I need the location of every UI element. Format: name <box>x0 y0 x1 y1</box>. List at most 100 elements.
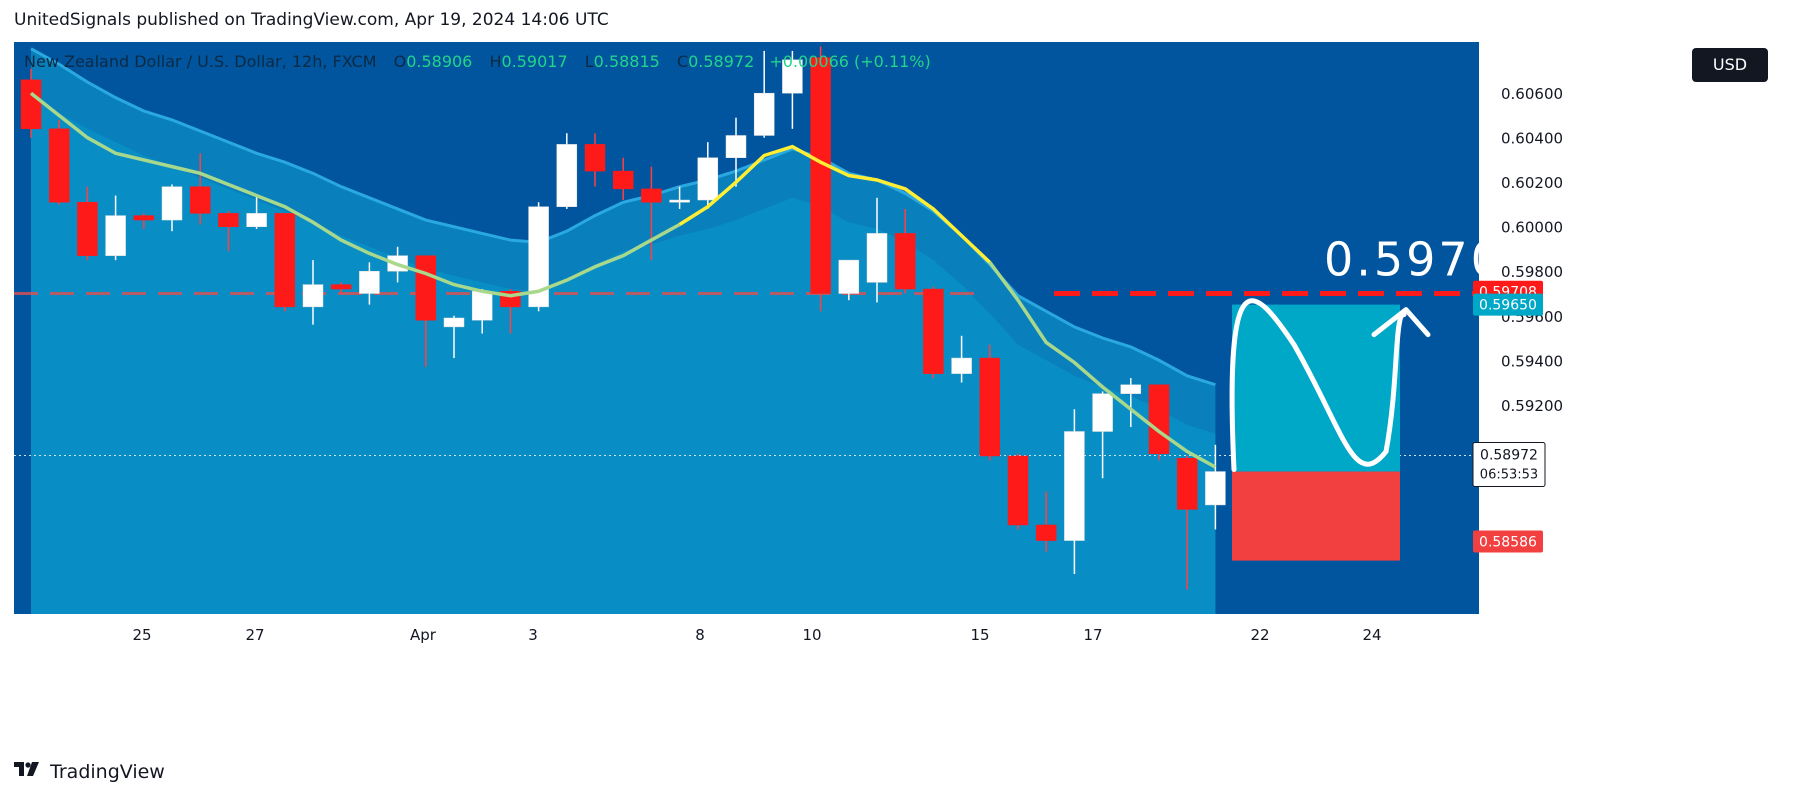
candle-body <box>753 92 775 136</box>
candle[interactable] <box>1035 491 1057 552</box>
candle[interactable] <box>556 133 578 209</box>
price-tag[interactable]: 0.58586 <box>1473 530 1543 553</box>
candle[interactable] <box>894 208 916 294</box>
candle[interactable] <box>77 186 98 261</box>
x-tick-label: 27 <box>245 626 264 644</box>
candle-body <box>189 186 211 214</box>
candle-body <box>77 201 98 256</box>
footer: TradingView <box>14 760 165 788</box>
candle-body <box>641 188 662 203</box>
candle[interactable] <box>641 166 662 261</box>
candle-body <box>838 259 860 294</box>
x-tick-label: 17 <box>1083 626 1102 644</box>
candle-body <box>1035 524 1057 541</box>
candle-body <box>218 213 239 227</box>
x-tick-label: 22 <box>1250 626 1269 644</box>
candle[interactable] <box>246 195 267 229</box>
candle[interactable] <box>838 259 860 301</box>
candle-body <box>894 233 916 290</box>
candle[interactable] <box>1092 391 1113 479</box>
chart-legend: New Zealand Dollar / U.S. Dollar, 12h, F… <box>24 52 931 71</box>
price-tag-text: 0.58586 <box>1479 534 1537 550</box>
candle-body <box>669 199 690 203</box>
y-tick-label: 0.60000 <box>1501 219 1563 237</box>
x-tick-label: 10 <box>802 626 821 644</box>
moving-average-line <box>29 91 681 298</box>
candle-body <box>697 157 719 201</box>
candle[interactable] <box>782 50 803 129</box>
candle[interactable] <box>951 335 972 383</box>
candle[interactable] <box>612 157 634 201</box>
stop-loss-zone[interactable] <box>1232 471 1400 561</box>
x-tick-label: 8 <box>695 626 705 644</box>
candle[interactable] <box>359 262 380 305</box>
candle-body <box>471 291 493 321</box>
candle-body <box>359 270 380 294</box>
chart-area[interactable]: 0.5970 0.60600 0.60400 0.60200 0.60000 0.598… <box>14 42 1780 744</box>
candle[interactable] <box>161 184 183 232</box>
candle-body <box>415 255 437 321</box>
candle-body <box>20 79 42 130</box>
candle[interactable] <box>218 211 239 252</box>
tradingview-brand[interactable]: TradingView <box>50 760 165 783</box>
candle[interactable] <box>923 286 944 379</box>
candle[interactable] <box>669 186 690 209</box>
candle[interactable] <box>1120 378 1142 428</box>
x-tick-label: 3 <box>528 626 538 644</box>
candle-body <box>923 288 944 374</box>
candle[interactable] <box>330 282 352 294</box>
x-tick-label: 25 <box>132 626 151 644</box>
candle[interactable] <box>20 68 42 138</box>
candle[interactable] <box>133 213 155 229</box>
candle[interactable] <box>1148 384 1170 461</box>
candle-body <box>556 144 578 207</box>
price-axis-panel[interactable] <box>1479 42 1780 744</box>
projection-curve <box>1229 298 1407 473</box>
price-tag-text: 0.59650 <box>1479 298 1537 314</box>
candle[interactable] <box>979 344 1001 461</box>
moving-average-line-highlight <box>678 144 992 264</box>
candle[interactable] <box>810 46 831 312</box>
candle-body <box>1120 384 1142 394</box>
candle[interactable] <box>528 202 549 312</box>
candle[interactable] <box>105 195 126 261</box>
candle[interactable] <box>1176 455 1198 590</box>
candle-body <box>866 233 888 283</box>
close-value: 0.58972 <box>688 52 755 71</box>
current-price-text: 0.58972 <box>1480 448 1538 464</box>
low-value: 0.58815 <box>593 52 660 71</box>
candle-body <box>133 215 155 221</box>
time-axis-panel[interactable] <box>14 614 1479 744</box>
candle-body <box>246 213 267 227</box>
candle-body <box>302 284 324 308</box>
candle[interactable] <box>302 260 324 325</box>
candle[interactable] <box>697 142 719 209</box>
candle[interactable] <box>48 119 70 205</box>
candle[interactable] <box>725 117 747 187</box>
tradingview-logo-icon[interactable] <box>14 760 40 783</box>
high-value: 0.59017 <box>501 52 568 71</box>
candle-body <box>1176 457 1198 510</box>
candle[interactable] <box>443 315 465 359</box>
candle-body <box>612 170 634 190</box>
candle[interactable] <box>866 197 888 303</box>
candle[interactable] <box>1007 453 1029 530</box>
candle[interactable] <box>584 133 606 187</box>
open-label: O <box>393 52 407 71</box>
symbol-title[interactable]: New Zealand Dollar / U.S. Dollar, 12h, F… <box>24 52 377 71</box>
candle-body <box>1205 471 1226 506</box>
candle[interactable] <box>753 50 775 138</box>
bar-countdown-text: 06:53:53 <box>1480 468 1538 483</box>
candle[interactable] <box>1064 409 1085 574</box>
price-tag[interactable]: 0.59650 <box>1473 293 1543 316</box>
candle-body <box>105 215 126 256</box>
candle[interactable] <box>189 153 211 225</box>
publisher-line: UnitedSignals published on TradingView.c… <box>14 10 609 30</box>
current-price-tag[interactable]: 0.58972 06:53:53 <box>1472 442 1546 488</box>
candle[interactable] <box>274 213 296 312</box>
price-chart[interactable]: 0.5970 0.60600 0.60400 0.60200 0.60000 0.598… <box>14 42 1780 744</box>
currency-button[interactable]: USD <box>1692 48 1768 82</box>
candle-body <box>725 135 747 158</box>
candle[interactable] <box>1205 444 1226 530</box>
candle-body <box>1148 384 1170 455</box>
